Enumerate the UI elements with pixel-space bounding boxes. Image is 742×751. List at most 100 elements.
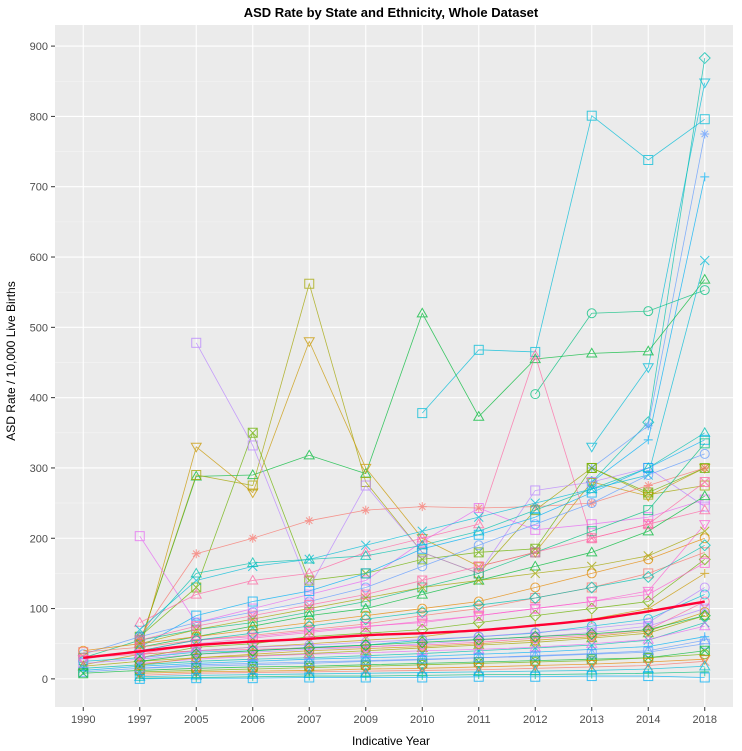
- data-point: [303, 666, 316, 677]
- series-38: [135, 667, 710, 683]
- data-point: [530, 670, 540, 680]
- y-tick-label: 800: [30, 111, 48, 123]
- data-point: [642, 525, 655, 536]
- x-axis-ticks: 1990 1997 2005 2006 2007 2009 2010 2011 2012 2013…: [71, 707, 717, 726]
- x-tick-label: 2013: [580, 714, 604, 726]
- data-point: [304, 607, 315, 618]
- data-point: [246, 556, 259, 567]
- data-point: [698, 609, 711, 622]
- data-point: [473, 610, 484, 621]
- series-line: [83, 537, 705, 652]
- data-point: [586, 498, 597, 509]
- data-point: [303, 567, 316, 578]
- data-point: [303, 641, 316, 655]
- data-point: [586, 462, 597, 473]
- data-point: [247, 624, 258, 635]
- data-point: [417, 672, 428, 683]
- data-point: [134, 624, 145, 635]
- series-0: [417, 110, 710, 419]
- data-point: [586, 526, 597, 537]
- data-point: [529, 591, 542, 605]
- data-point: [643, 481, 653, 491]
- y-tick-label: 900: [30, 41, 48, 53]
- data-point: [246, 488, 259, 499]
- data-point: [303, 620, 316, 633]
- data-point: [246, 667, 259, 678]
- data-point: [699, 589, 710, 600]
- y-axis-title: ASD Rate / 10,000 Live Births: [4, 281, 18, 440]
- data-point: [417, 634, 428, 645]
- data-point: [699, 477, 710, 488]
- data-point: [134, 659, 145, 670]
- trend-line: [83, 600, 705, 659]
- data-point: [698, 504, 711, 515]
- y-axis-ticks: 0 100 200 300 400 500 600 700 800 900: [30, 41, 55, 686]
- x-tick-label: 2011: [467, 714, 491, 726]
- data-point: [247, 610, 258, 621]
- data-point: [530, 524, 541, 535]
- data-point: [360, 610, 371, 621]
- data-point: [698, 620, 711, 631]
- data-point: [586, 561, 597, 572]
- data-point: [529, 349, 542, 360]
- data-point: [699, 285, 710, 296]
- data-point: [417, 502, 427, 512]
- data-point: [586, 596, 597, 607]
- data-point: [416, 618, 429, 629]
- data-point: [417, 526, 428, 537]
- data-point: [191, 610, 202, 621]
- data-point: [473, 568, 484, 579]
- data-point: [643, 154, 654, 165]
- series-39: [134, 671, 710, 684]
- data-point: [586, 671, 597, 682]
- data-point: [416, 532, 429, 543]
- data-point: [586, 568, 597, 579]
- series-line: [83, 594, 705, 662]
- series-line: [83, 453, 705, 655]
- data-point: [416, 636, 429, 649]
- data-point: [643, 647, 654, 658]
- data-point: [304, 516, 314, 526]
- data-point: [360, 589, 371, 600]
- data-point: [135, 673, 145, 683]
- data-point: [530, 547, 541, 558]
- data-point: [699, 533, 710, 544]
- data-point: [417, 582, 428, 593]
- data-point: [304, 640, 315, 651]
- data-point: [246, 657, 259, 668]
- series-line: [139, 587, 705, 659]
- y-tick-label: 0: [42, 674, 48, 686]
- data-point: [700, 463, 710, 473]
- data-point: [586, 533, 597, 544]
- data-point: [643, 435, 653, 445]
- data-point: [303, 449, 316, 460]
- series-line: [139, 639, 705, 669]
- data-point: [698, 273, 711, 284]
- data-point: [643, 306, 654, 317]
- x-tick-label: 2012: [523, 714, 547, 726]
- series-45: [133, 609, 711, 668]
- series-line: [139, 439, 705, 648]
- data-point: [134, 649, 145, 660]
- series-line: [83, 615, 705, 667]
- data-point: [416, 653, 429, 664]
- data-point: [473, 575, 484, 586]
- data-point: [304, 278, 315, 289]
- data-point: [359, 613, 372, 626]
- data-point: [247, 673, 258, 684]
- data-point: [303, 609, 316, 620]
- data-point: [585, 627, 598, 640]
- data-point: [190, 658, 203, 669]
- data-point: [472, 518, 485, 529]
- data-point: [585, 647, 598, 658]
- x-tick-label: 2007: [297, 714, 321, 726]
- data-point: [133, 616, 146, 627]
- data-point: [246, 469, 259, 480]
- series-line: [83, 443, 706, 659]
- data-point: [643, 568, 654, 579]
- series-line: [139, 615, 705, 662]
- data-point: [643, 462, 654, 473]
- data-point: [530, 519, 541, 530]
- data-point: [134, 635, 145, 646]
- data-point: [133, 662, 146, 673]
